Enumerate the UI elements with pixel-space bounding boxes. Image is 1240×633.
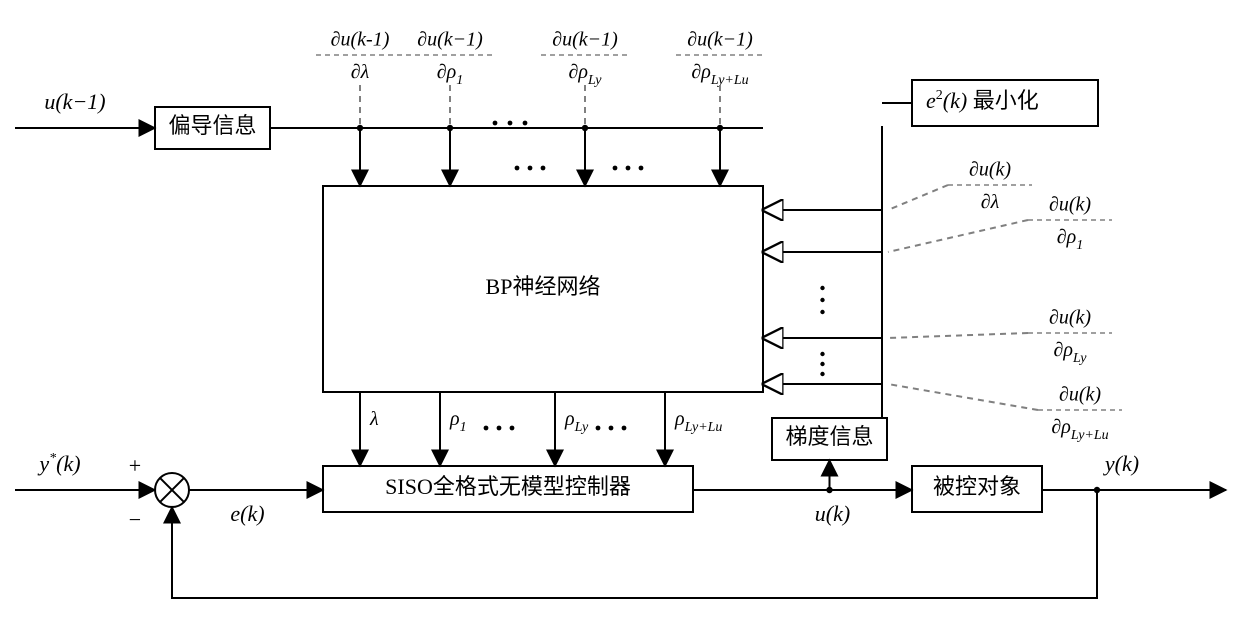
denom: ∂ρLy+Lu — [691, 61, 748, 88]
wire — [888, 384, 1038, 410]
minimize-label: e2(k) 最小化 — [926, 88, 1039, 113]
denom: ∂ρ1 — [437, 61, 463, 88]
dot — [497, 426, 502, 431]
label: − — [129, 507, 141, 532]
label: u(k−1) — [44, 89, 105, 114]
param: ρLy — [564, 408, 589, 435]
label: ∂u(k) — [1059, 384, 1101, 406]
label: ∂u(k−1) — [552, 29, 618, 51]
dot — [515, 166, 520, 171]
dot — [508, 121, 513, 126]
dot — [820, 310, 824, 314]
dot — [484, 426, 489, 431]
wire — [888, 185, 948, 210]
dot — [626, 166, 631, 171]
label: ∂u(k) — [1049, 194, 1091, 216]
param: λ — [369, 408, 379, 430]
denom: ∂ρLy — [1053, 339, 1087, 366]
param: ρ1 — [449, 408, 467, 435]
dot — [820, 372, 824, 376]
denom: ∂λ — [351, 61, 370, 83]
wire — [888, 220, 1028, 252]
label: e(k) — [230, 501, 264, 526]
dot — [613, 166, 618, 171]
denom: ∂λ — [981, 191, 1000, 213]
dot — [510, 426, 515, 431]
label: BP神经网络 — [486, 274, 601, 299]
label: y*(k) — [37, 451, 80, 476]
label: 偏导信息 — [168, 113, 256, 138]
label: u(k) — [815, 501, 850, 526]
dot — [528, 166, 533, 171]
dot — [820, 298, 824, 302]
label: 被控对象 — [933, 474, 1021, 499]
label: + — [129, 453, 141, 478]
label: y(k) — [1103, 451, 1139, 476]
dot — [820, 286, 824, 290]
dot — [820, 352, 824, 356]
label: ∂u(k−1) — [687, 29, 753, 51]
dot — [622, 426, 627, 431]
wire — [888, 333, 1028, 338]
label: SISO全格式无模型控制器 — [385, 474, 631, 499]
dot — [541, 166, 546, 171]
label: ∂u(k-1) — [331, 29, 390, 51]
denom: ∂ρLy+Lu — [1051, 416, 1108, 443]
label: 梯度信息 — [785, 424, 873, 449]
label: ∂u(k) — [1049, 307, 1091, 329]
label: ∂u(k−1) — [417, 29, 483, 51]
dot — [609, 426, 614, 431]
param: ρLy+Lu — [674, 408, 722, 435]
dot — [639, 166, 644, 171]
dot — [596, 426, 601, 431]
dot — [820, 362, 824, 366]
denom: ∂ρLy — [568, 61, 602, 88]
dot — [523, 121, 528, 126]
dot — [493, 121, 498, 126]
label: ∂u(k) — [969, 159, 1011, 181]
denom: ∂ρ1 — [1057, 226, 1083, 253]
